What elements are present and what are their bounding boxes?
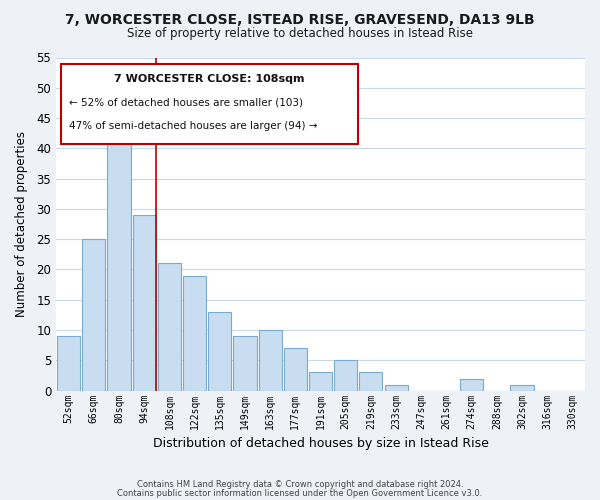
Bar — [309, 372, 332, 390]
Text: Contains public sector information licensed under the Open Government Licence v3: Contains public sector information licen… — [118, 489, 482, 498]
Bar — [359, 372, 382, 390]
Bar — [107, 130, 131, 390]
Bar — [259, 330, 282, 390]
Bar — [233, 336, 257, 390]
Text: ← 52% of detached houses are smaller (103): ← 52% of detached houses are smaller (10… — [69, 98, 303, 108]
Bar — [133, 215, 156, 390]
Bar — [208, 312, 232, 390]
Bar — [284, 348, 307, 391]
Text: Size of property relative to detached houses in Istead Rise: Size of property relative to detached ho… — [127, 28, 473, 40]
X-axis label: Distribution of detached houses by size in Istead Rise: Distribution of detached houses by size … — [152, 437, 488, 450]
Bar — [511, 384, 533, 390]
FancyBboxPatch shape — [61, 64, 358, 144]
Y-axis label: Number of detached properties: Number of detached properties — [15, 131, 28, 317]
Text: 47% of semi-detached houses are larger (94) →: 47% of semi-detached houses are larger (… — [69, 121, 318, 131]
Bar — [460, 378, 483, 390]
Bar — [334, 360, 358, 390]
Bar — [385, 384, 407, 390]
Bar — [183, 276, 206, 390]
Bar — [82, 239, 106, 390]
Text: 7 WORCESTER CLOSE: 108sqm: 7 WORCESTER CLOSE: 108sqm — [114, 74, 305, 84]
Text: 7, WORCESTER CLOSE, ISTEAD RISE, GRAVESEND, DA13 9LB: 7, WORCESTER CLOSE, ISTEAD RISE, GRAVESE… — [65, 12, 535, 26]
Bar — [57, 336, 80, 390]
Text: Contains HM Land Registry data © Crown copyright and database right 2024.: Contains HM Land Registry data © Crown c… — [137, 480, 463, 489]
Bar — [158, 264, 181, 390]
